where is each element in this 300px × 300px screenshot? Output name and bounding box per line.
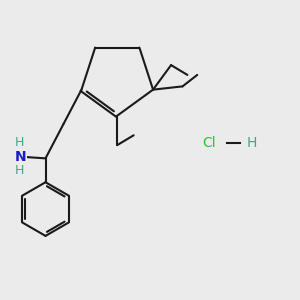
- Text: H: H: [15, 136, 24, 149]
- Text: Cl: Cl: [202, 136, 216, 151]
- Text: H: H: [15, 164, 24, 177]
- Text: N: N: [15, 150, 27, 164]
- Text: H: H: [246, 136, 256, 151]
